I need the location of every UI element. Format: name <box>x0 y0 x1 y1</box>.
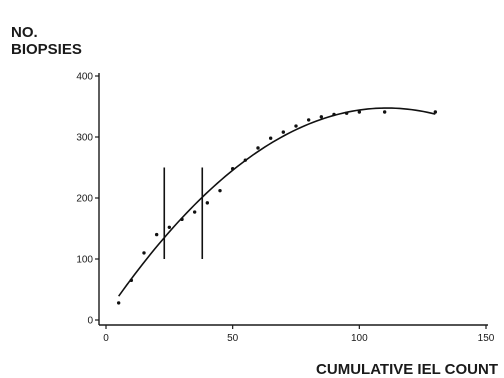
data-point <box>306 118 311 122</box>
data-points <box>116 110 438 305</box>
data-point <box>268 136 273 140</box>
x-tick-label: 50 <box>227 333 239 344</box>
data-point <box>319 115 324 119</box>
data-point <box>218 188 222 193</box>
y-tick-label: 0 <box>87 316 93 327</box>
data-point <box>382 110 387 114</box>
x-tick-label: 100 <box>351 333 368 344</box>
y-axis-label-line-1: NO. <box>11 24 38 41</box>
data-point <box>142 251 146 255</box>
y-tick-label: 100 <box>76 255 93 266</box>
data-point <box>154 232 159 237</box>
data-point <box>116 301 121 305</box>
data-point <box>357 110 362 114</box>
data-point <box>243 158 248 162</box>
data-point <box>332 112 336 117</box>
data-point <box>294 124 298 128</box>
vertical-markers <box>163 167 204 259</box>
x-axis-label: CUMULATIVE IEL COUNT <box>316 361 498 378</box>
x-tick-label: 150 <box>478 333 495 344</box>
data-point <box>180 217 184 222</box>
data-point <box>256 146 260 150</box>
y-ticks: 0 100 200 300 400 <box>76 72 99 327</box>
y-tick-label: 400 <box>76 72 93 83</box>
data-point <box>344 111 349 115</box>
fit-curve <box>118 107 436 297</box>
data-point <box>205 201 210 205</box>
x-tick-label: 0 <box>103 333 109 344</box>
x-ticks: 0 50 100 150 <box>103 325 495 344</box>
y-axis-label-line-2: BIOPSIES <box>11 41 82 58</box>
y-tick-label: 200 <box>76 194 93 205</box>
data-point <box>192 210 197 214</box>
data-point <box>129 278 134 283</box>
data-point <box>433 110 438 114</box>
data-point <box>167 225 172 229</box>
data-point <box>230 167 235 171</box>
data-point <box>281 130 286 134</box>
y-tick-label: 300 <box>76 133 93 144</box>
